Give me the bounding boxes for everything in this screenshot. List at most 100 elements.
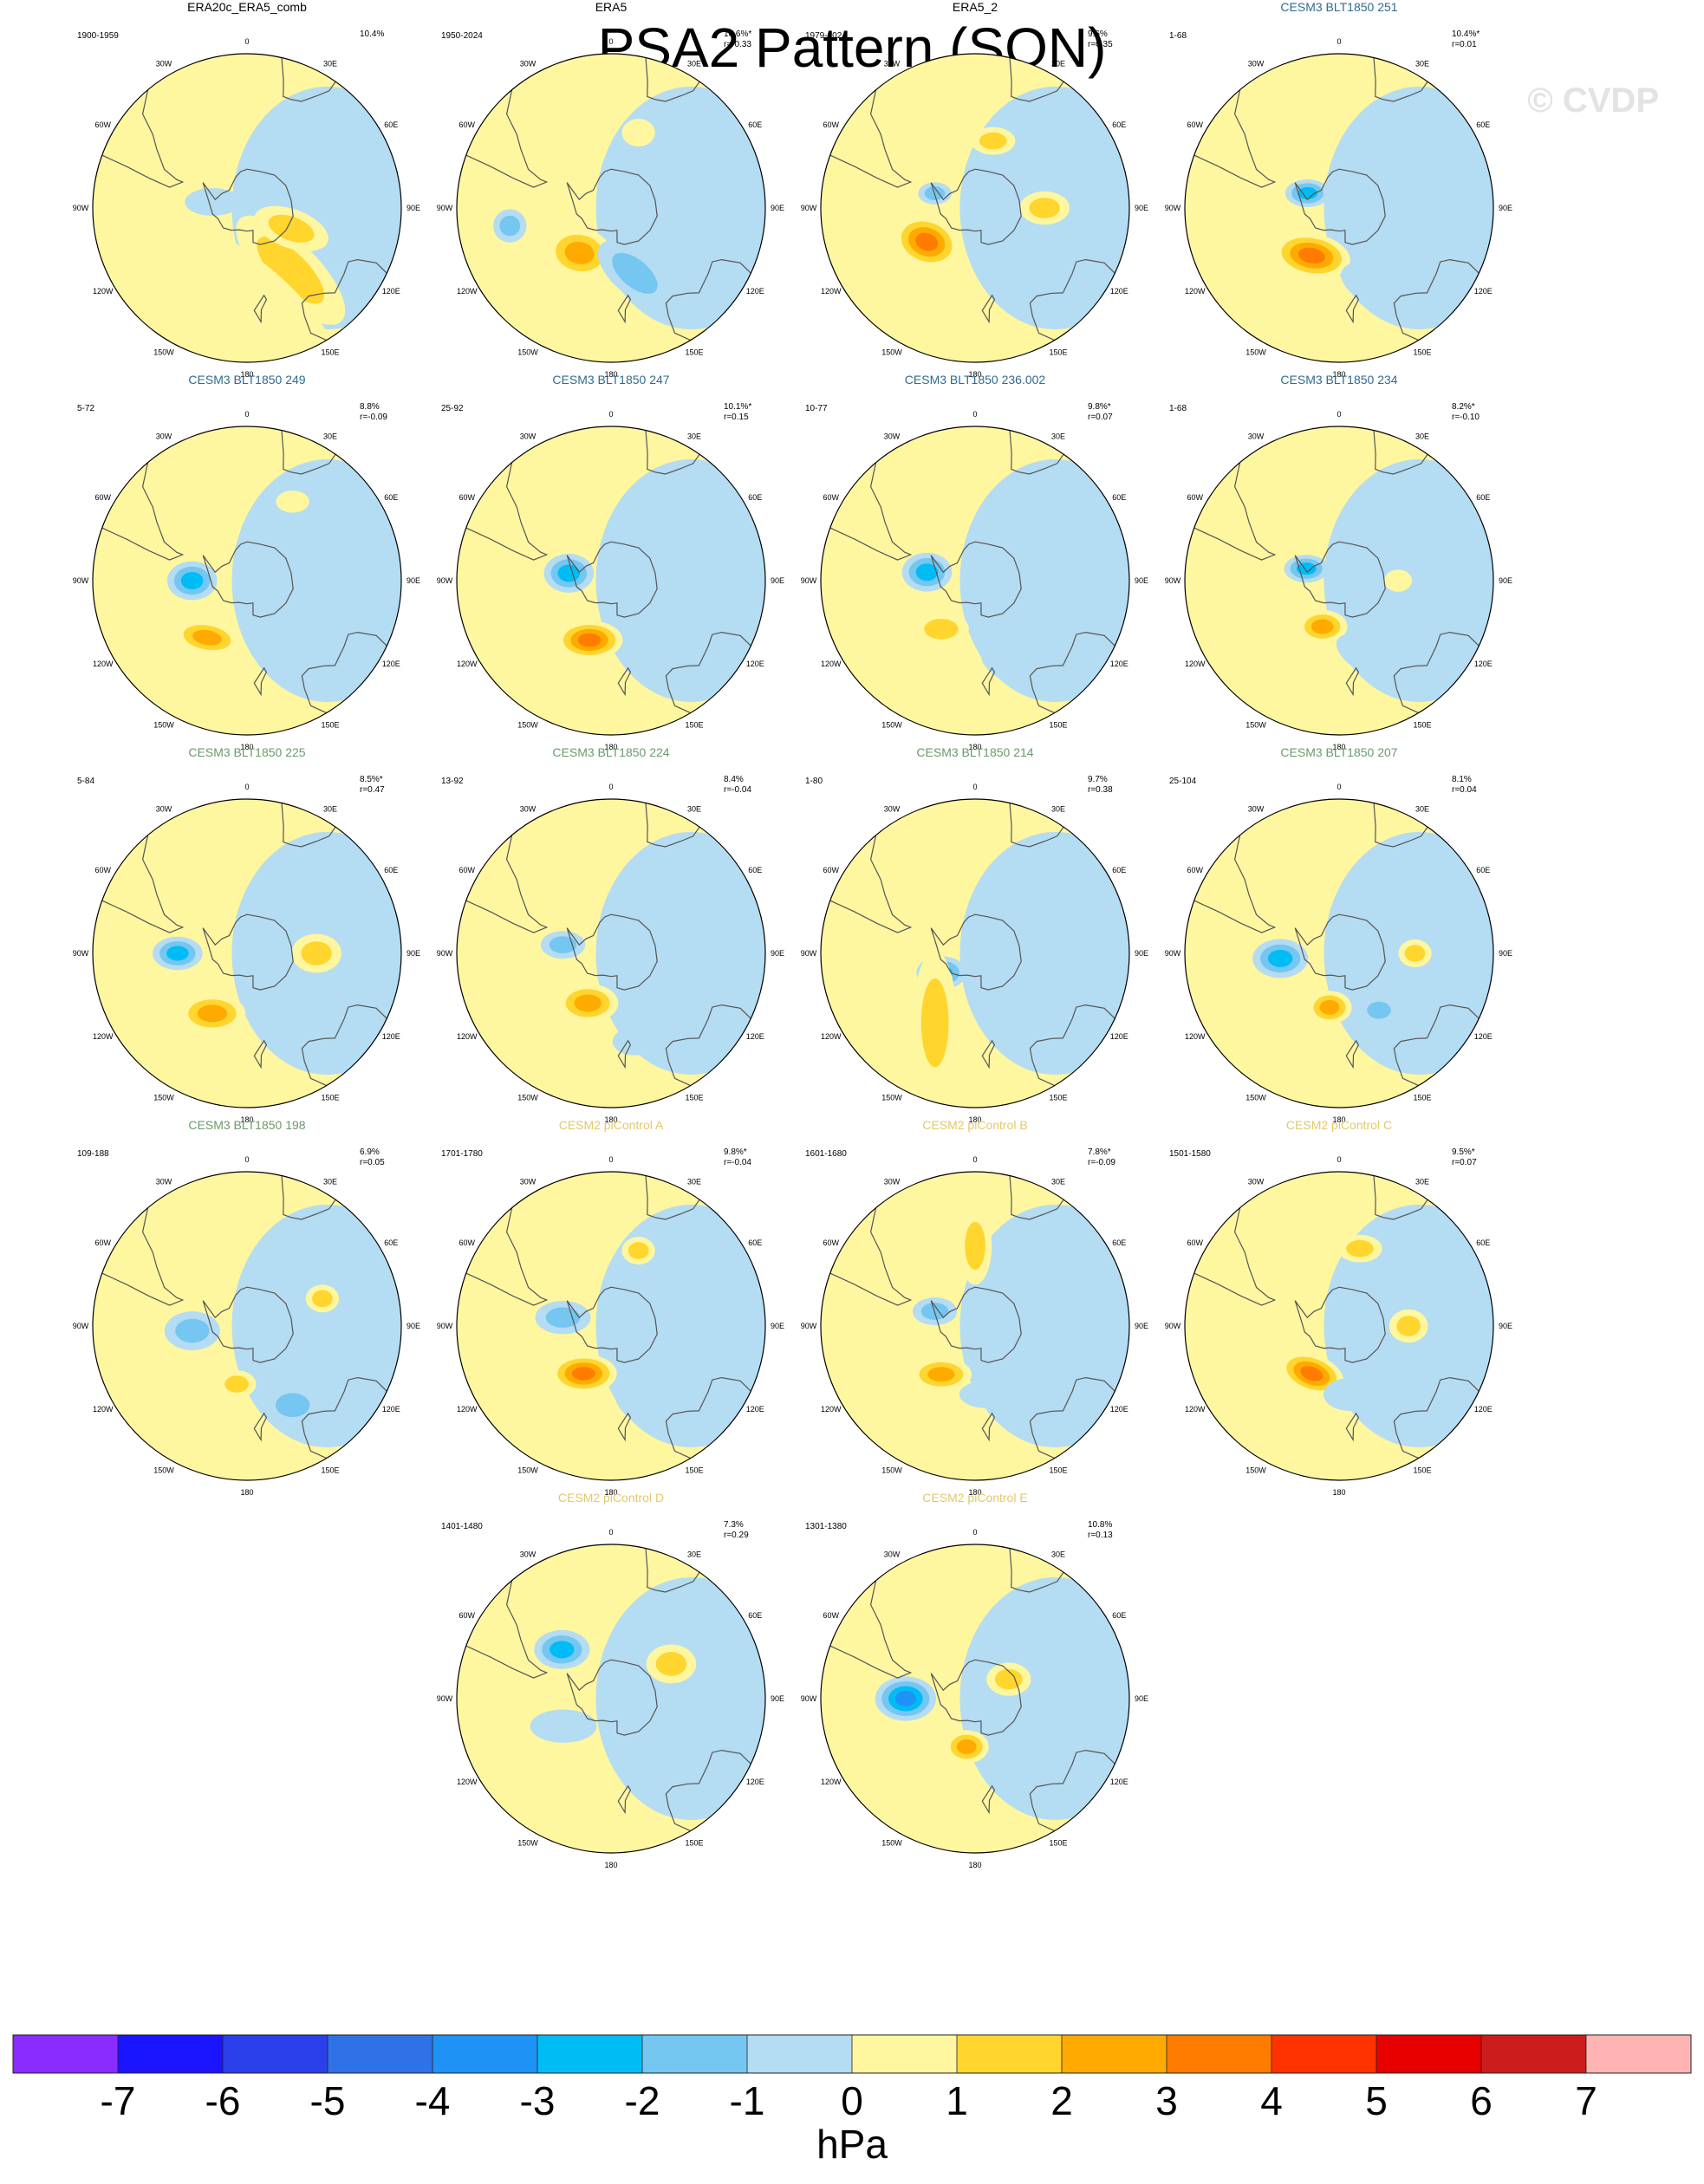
longitude-label: 0 xyxy=(972,783,977,791)
coastline xyxy=(829,89,913,188)
longitude-label: 90W xyxy=(801,1694,817,1703)
anomaly-contour xyxy=(574,994,602,1012)
colorbar-swatch xyxy=(1376,2035,1482,2073)
year-range: 1301-1380 xyxy=(805,1522,847,1531)
longitude-label: 120W xyxy=(1185,287,1206,296)
coastline xyxy=(465,462,549,561)
colorbar-tick-label: 4 xyxy=(1260,2078,1283,2123)
anomaly-contour xyxy=(530,1709,597,1743)
anomaly-contour xyxy=(1298,247,1325,264)
longitude-label: 30E xyxy=(1051,432,1065,441)
panel-title: CESM2 piControl B xyxy=(922,1118,1028,1132)
coastline xyxy=(617,1412,632,1442)
coastline xyxy=(930,168,1022,245)
longitude-label: 180 xyxy=(240,743,253,751)
pct-explained: 9.6% xyxy=(1088,29,1108,39)
longitude-label: 120W xyxy=(821,1405,842,1414)
coastline xyxy=(202,541,294,618)
coastline xyxy=(981,1784,996,1815)
longitude-label: 0 xyxy=(244,1155,249,1164)
pattern-correlation: r=-0.10 xyxy=(1452,413,1480,422)
colorbar-tick-label: -6 xyxy=(205,2078,241,2123)
longitude-label: 90W xyxy=(801,949,817,958)
panel-title: CESM2 piControl D xyxy=(557,1491,665,1505)
pct-explained: 8.4% xyxy=(724,775,744,784)
anomaly-contour xyxy=(499,215,521,237)
longitude-label: 60W xyxy=(94,120,111,129)
longitude-label: 90W xyxy=(1165,204,1181,212)
coastline xyxy=(645,803,700,848)
longitude-label: 180 xyxy=(240,1115,253,1124)
longitude-label: 60W xyxy=(1187,1238,1203,1247)
anomaly-contour xyxy=(564,241,595,264)
coastline xyxy=(1029,1004,1115,1087)
coastline xyxy=(1009,57,1064,102)
coastline xyxy=(1294,541,1386,618)
map-boundary xyxy=(820,1544,1130,1854)
longitude-label: 90W xyxy=(73,204,89,212)
map-panel: CESM3 BLT1850 225 0 30E 60E 90E 120E 150E 180 15… xyxy=(65,745,429,1124)
coastline xyxy=(281,430,336,475)
longitude-label: 60W xyxy=(823,1611,839,1620)
colorbar-tick-label: 5 xyxy=(1365,2078,1388,2123)
panel-title: CESM3 BLT1850 234 xyxy=(1280,373,1398,387)
anomaly-contour xyxy=(673,148,707,177)
longitude-label: 150W xyxy=(517,1466,538,1474)
coastline xyxy=(930,913,1022,991)
pct-explained: 7.8%* xyxy=(1088,1147,1111,1157)
longitude-label: 90W xyxy=(73,949,89,958)
colorbar-swatch xyxy=(957,2035,1063,2073)
coastline xyxy=(981,666,996,697)
longitude-label: 180 xyxy=(604,1488,617,1497)
longitude-label: 30E xyxy=(687,432,701,441)
polar-map: 0 30E 60E 90E 120E 150E 180 150W 120W 90W 60W 30W xyxy=(1165,1155,1512,1497)
coastline xyxy=(202,913,294,991)
map-boundary xyxy=(1184,798,1494,1108)
coastline xyxy=(101,1207,185,1306)
coastline xyxy=(1345,666,1360,697)
map-boundary xyxy=(1184,426,1494,736)
longitude-label: 150E xyxy=(1049,720,1067,729)
anomaly-contour xyxy=(1298,186,1317,200)
anomaly-contour xyxy=(571,1367,595,1381)
longitude-label: 60W xyxy=(459,493,475,502)
longitude-label: 120E xyxy=(382,1405,400,1414)
longitude-label: 30E xyxy=(687,60,701,68)
longitude-label: 60E xyxy=(1112,1238,1126,1247)
year-range: 1601-1680 xyxy=(805,1149,847,1159)
anomaly-contour xyxy=(257,236,324,304)
longitude-label: 30W xyxy=(156,60,172,68)
longitude-label: 0 xyxy=(608,1528,613,1537)
longitude-label: 120E xyxy=(1474,1405,1493,1414)
coastline xyxy=(645,1175,700,1220)
map-panel: CESM2 piControl D 0 30E 60E 90E 120E 150E 180 15… xyxy=(429,1491,793,1869)
longitude-label: 60E xyxy=(384,120,398,129)
longitude-label: 30W xyxy=(520,805,537,814)
colorbar-tick-label: 3 xyxy=(1155,2078,1178,2123)
pct-explained: 8.8% xyxy=(360,402,380,412)
coastline xyxy=(665,631,751,714)
map-boundary xyxy=(92,426,402,736)
panel-title: ERA5_2 xyxy=(952,0,998,14)
map-boundary xyxy=(1184,53,1494,363)
coastline xyxy=(930,541,1022,618)
map-panel: CESM2 piControl E 0 30E 60E 90E 120E 150E 180 15… xyxy=(793,1491,1157,1869)
longitude-label: 60W xyxy=(823,493,839,502)
longitude-label: 120W xyxy=(457,1032,478,1041)
coastline xyxy=(829,1580,913,1679)
map-panel: CESM3 BLT1850 247 0 30E 60E 90E 120E 150E 180 15… xyxy=(429,373,793,751)
colorbar-tick-label: -2 xyxy=(625,2078,660,2123)
longitude-label: 60E xyxy=(748,1611,762,1620)
longitude-label: 90W xyxy=(73,576,89,585)
variance-stat: 9.8%* r=0.07 xyxy=(1088,402,1113,423)
longitude-label: 90E xyxy=(1135,576,1148,585)
colorbar-swatch xyxy=(1481,2035,1587,2073)
coastline xyxy=(1345,294,1360,324)
longitude-label: 30W xyxy=(520,1178,537,1186)
colorbar-swatch xyxy=(852,2035,958,2073)
colorbar-tick-label: 6 xyxy=(1470,2078,1493,2123)
map-panel: CESM3 BLT1850 251 0 30E 60E 90E 120E 150E 180 15… xyxy=(1157,0,1521,379)
coastline xyxy=(1009,1175,1064,1220)
colorbar-tick-label: -3 xyxy=(520,2078,556,2123)
anomaly-contour xyxy=(301,941,332,965)
